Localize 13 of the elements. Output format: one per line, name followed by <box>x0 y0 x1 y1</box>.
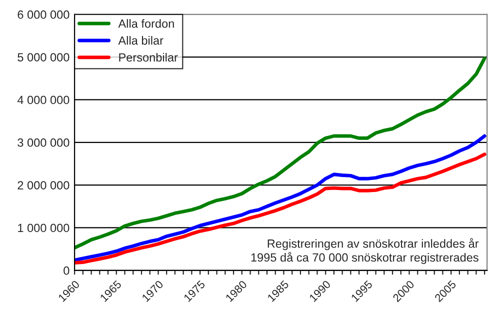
legend-label: Alla fordon <box>118 19 174 28</box>
legend-label: Personbilar <box>119 52 178 62</box>
y-tick-label: 4 000 000 <box>17 96 70 104</box>
line-series <box>74 134 486 262</box>
y-tick-label: 5 000 000 <box>18 53 70 62</box>
y-tick-label: 2 000 000 <box>18 181 70 190</box>
annotation: Registreringen av snöskotrar inleddes år 1995 då ca 70 000 snöskotrar registrerades <box>251 238 479 264</box>
legend-label: Alla bilar <box>118 36 164 45</box>
y-tick-label: 0 <box>64 266 70 275</box>
y-tick-label: 1 000 000 <box>18 224 70 232</box>
line-series <box>74 152 486 264</box>
y-tick-label: 3 000 000 <box>18 138 70 147</box>
y-tick-label: 6 000 000 <box>18 10 70 19</box>
